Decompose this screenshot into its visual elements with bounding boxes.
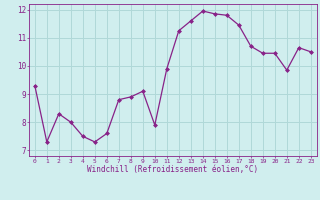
X-axis label: Windchill (Refroidissement éolien,°C): Windchill (Refroidissement éolien,°C) — [87, 165, 258, 174]
